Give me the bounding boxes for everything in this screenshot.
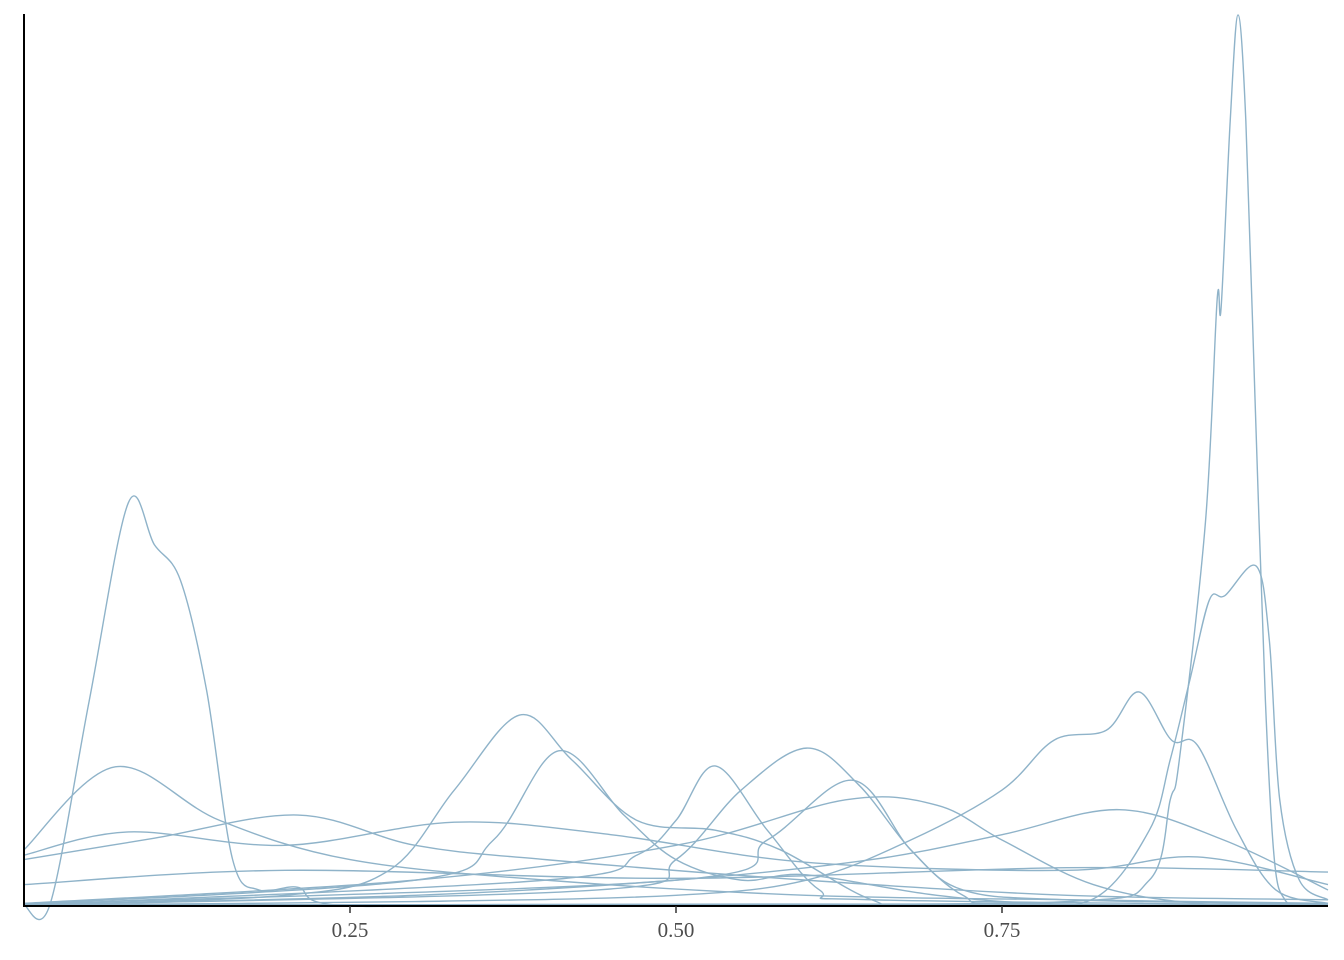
density-curve <box>23 866 1329 886</box>
density-curve <box>23 796 1329 907</box>
x-tick-label: 0.25 <box>332 918 369 942</box>
density-curve <box>23 564 1329 907</box>
density-curve <box>23 765 1329 905</box>
x-tick-label: 0.75 <box>984 918 1021 942</box>
density-curve <box>23 779 1329 905</box>
density-curve <box>23 814 1329 901</box>
density-curve <box>23 808 1329 906</box>
curves <box>23 14 1329 921</box>
density-curve <box>23 495 1328 921</box>
x-tick-label: 0.50 <box>658 918 695 942</box>
density-curve <box>23 691 1329 906</box>
density-curve <box>23 14 1329 906</box>
density-curve <box>23 821 1329 886</box>
density-curve <box>23 765 1329 906</box>
density-curve <box>23 747 1329 906</box>
